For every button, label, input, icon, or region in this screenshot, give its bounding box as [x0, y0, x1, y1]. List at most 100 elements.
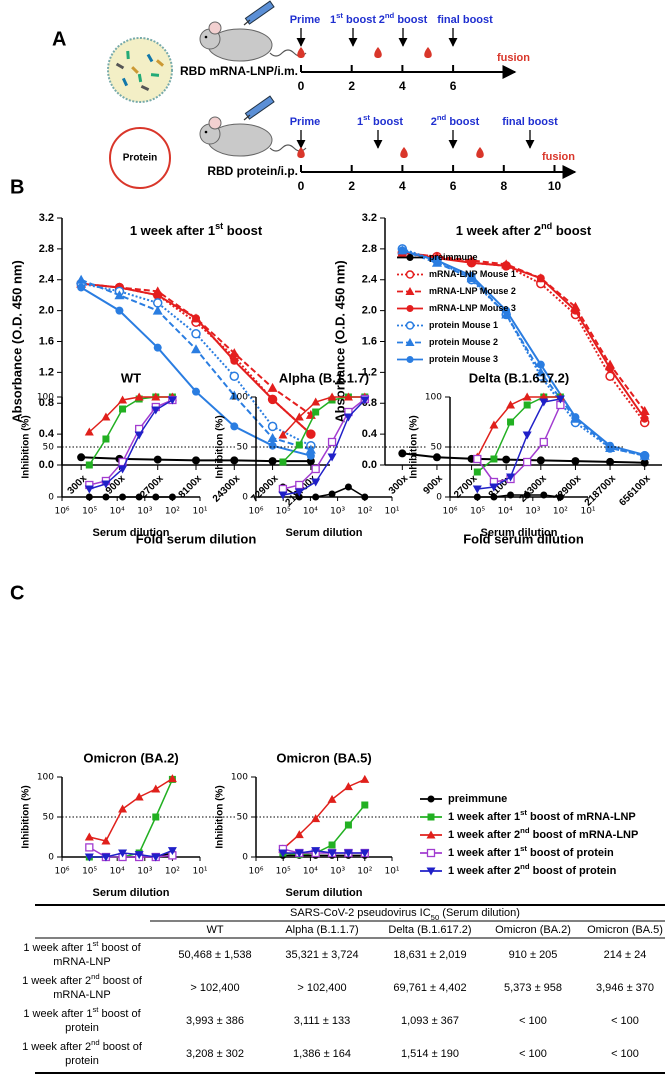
marker — [426, 848, 436, 858]
marker — [229, 348, 240, 358]
y-axis-label: Inhibition (%) — [21, 415, 32, 478]
marker — [278, 849, 288, 858]
marker — [295, 480, 304, 490]
marker — [489, 420, 499, 429]
y-tick-label: 2.8 — [39, 243, 54, 255]
x-tick-label: 10³ — [137, 507, 152, 517]
y-tick-label: 100 — [425, 393, 442, 403]
y-tick-label: 1.2 — [39, 366, 54, 378]
chart-title-part: st — [215, 221, 223, 231]
mouse-ear — [208, 116, 222, 130]
y-tick-label: 2.8 — [362, 243, 377, 255]
marker — [85, 843, 94, 852]
marker — [426, 830, 436, 839]
table-cell: 35,321 ± 3,724 — [285, 949, 358, 961]
x-axis-label: Serum dilution — [481, 527, 558, 539]
week-label: 10 — [548, 179, 562, 193]
week-label: 6 — [450, 79, 457, 93]
marker — [295, 493, 303, 501]
x-tick-label: 10⁴ — [110, 867, 125, 877]
marker — [489, 483, 499, 492]
table-title-part: (Serum dilution) — [439, 907, 520, 919]
chart-title: 1 week after 2nd boost — [456, 221, 592, 238]
marker — [535, 367, 546, 377]
x-tick-label: 10⁴ — [498, 507, 513, 517]
marker — [278, 484, 288, 494]
legend-label-part: boost of protein — [527, 847, 614, 859]
series-line — [282, 804, 366, 856]
marker — [101, 412, 111, 421]
table-cell: < 100 — [519, 1015, 547, 1027]
table-cell: 69,761 ± 4,402 — [393, 982, 466, 994]
marker — [294, 412, 304, 421]
chart-title-part: nd — [541, 221, 552, 231]
row-label: mRNA-LNP — [53, 989, 110, 1001]
marker — [539, 398, 549, 407]
mouse-ear — [208, 21, 222, 35]
table-cell: 3,946 ± 370 — [596, 982, 654, 994]
table-cell: 1,514 ± 190 — [401, 1048, 459, 1060]
legend-label: 1 week after 2nd boost of protein — [448, 862, 617, 877]
series-line — [89, 777, 173, 842]
marker — [405, 287, 415, 296]
marker — [192, 387, 200, 396]
y-tick-label: 50 — [431, 443, 443, 453]
x-tick-label: 300x — [387, 473, 411, 497]
row-label-part: nd — [91, 1038, 100, 1047]
legend-label-part: 1 week after 2 — [448, 829, 520, 841]
y-tick-label: 0 — [48, 853, 54, 863]
y-tick-label: 50 — [43, 813, 55, 823]
marker — [327, 794, 337, 803]
marker — [101, 836, 111, 845]
x-axis-label: Fold serum dilution — [463, 531, 584, 546]
marker — [328, 490, 336, 498]
series-line — [88, 396, 173, 433]
y-tick-label: 100 — [231, 773, 248, 783]
y-tick-label: 3.2 — [362, 212, 377, 224]
marker — [152, 305, 163, 315]
marker — [311, 464, 320, 474]
x-tick-label: 72900x — [552, 473, 584, 505]
chart-title-part: 1 week after 2 — [456, 223, 541, 238]
fusion-label: fusion — [542, 151, 575, 163]
table-cell: 1,093 ± 367 — [401, 1015, 459, 1027]
marker — [490, 455, 498, 463]
marker — [555, 395, 565, 404]
marker — [134, 431, 144, 440]
event-label: 2nd boost — [379, 11, 428, 26]
y-tick-label: 0.0 — [362, 459, 377, 471]
marker — [361, 493, 369, 501]
marker — [467, 271, 476, 280]
event-label-part: st — [336, 11, 343, 20]
marker — [571, 306, 580, 315]
marker — [167, 774, 177, 783]
marker — [118, 849, 128, 858]
row-label: 1 week after 1st boost of — [23, 939, 141, 954]
x-tick-label: 10⁵ — [82, 507, 97, 517]
y-axis-label: Inhibition (%) — [215, 785, 226, 848]
x-axis-label: Serum dilution — [93, 887, 170, 899]
column-header: Delta (B.1.617.2) — [388, 924, 471, 936]
legend-label-part: 1 week after 1 — [448, 811, 520, 823]
series-line — [80, 286, 312, 457]
marker — [406, 356, 414, 364]
event-label: 1st boost — [330, 11, 376, 26]
marker — [306, 451, 315, 460]
row-label-part: 1 week after 2 — [22, 975, 91, 987]
event-label-part: nd — [437, 113, 447, 122]
marker — [507, 491, 515, 499]
marker — [522, 431, 532, 440]
marker — [230, 456, 239, 465]
marker — [473, 454, 482, 464]
week-label: 6 — [450, 179, 457, 193]
series-line — [401, 249, 645, 457]
marker — [151, 392, 161, 401]
mouse-eye — [204, 35, 208, 39]
x-axis-label: Serum dilution — [286, 887, 363, 899]
event-label-part: Prime — [290, 14, 321, 26]
marker — [472, 485, 482, 494]
marker — [327, 849, 337, 858]
chart-title: Delta (B.1.617.2) — [469, 370, 569, 385]
x-tick-label: 10⁵ — [276, 507, 291, 517]
legend-label-part: boost of protein — [530, 865, 617, 877]
